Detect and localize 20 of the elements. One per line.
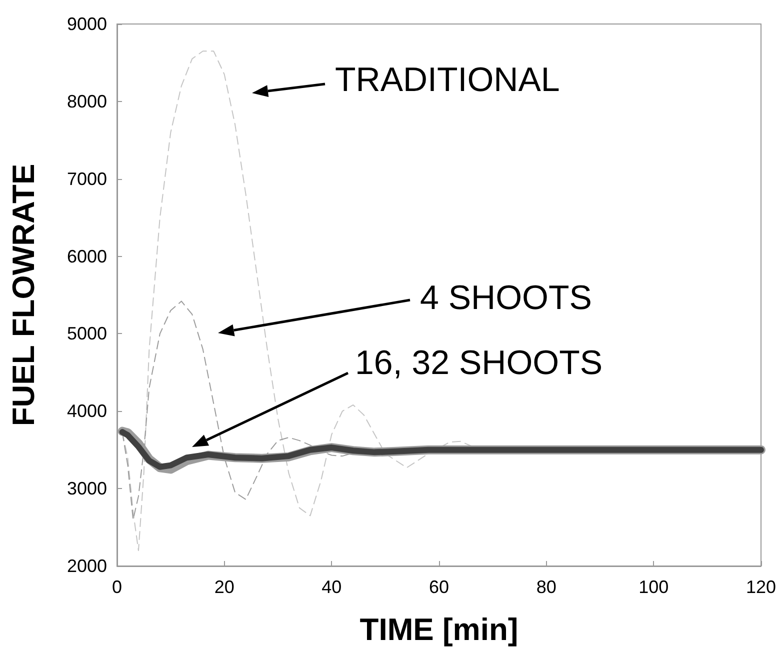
x-tick-label: 0 bbox=[112, 577, 122, 597]
y-tick-label: 5000 bbox=[66, 324, 107, 344]
x-tick-label: 20 bbox=[214, 577, 234, 597]
x-tick-label: 60 bbox=[428, 577, 450, 597]
annotation: 16, 32 SHOOTS bbox=[355, 344, 603, 382]
x-tick-label: 80 bbox=[536, 577, 556, 597]
y-tick-label: 4000 bbox=[66, 401, 107, 422]
y-tick-label: 6000 bbox=[66, 246, 107, 266]
y-tick-label: 2000 bbox=[66, 556, 107, 576]
y-tick-label: 8000 bbox=[66, 91, 107, 112]
x-tick-label: 100 bbox=[638, 577, 669, 597]
annotation: TRADITIONAL bbox=[335, 61, 560, 99]
y-axis-title: FUEL FLOWRATE bbox=[6, 164, 41, 426]
x-tick-label: 40 bbox=[322, 577, 342, 597]
y-tick-label: 3000 bbox=[66, 478, 107, 499]
y-tick-label: 7000 bbox=[66, 168, 107, 189]
annotation: 4 SHOOTS bbox=[420, 279, 592, 317]
y-tick-label: 9000 bbox=[66, 14, 107, 34]
x-axis-title: TIME [min] bbox=[360, 612, 518, 647]
x-tick-label: 120 bbox=[746, 577, 776, 597]
